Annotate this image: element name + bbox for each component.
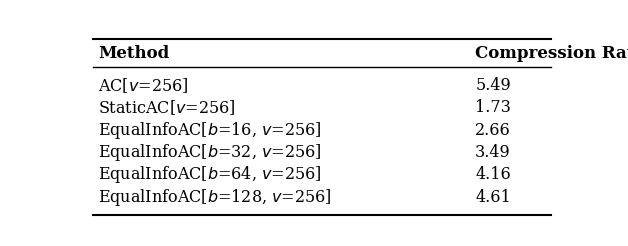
Text: 1.73: 1.73: [475, 99, 511, 116]
Text: StaticAC[$v$=256]: StaticAC[$v$=256]: [98, 98, 236, 117]
Text: AC[$v$=256]: AC[$v$=256]: [98, 76, 188, 95]
Text: 5.49: 5.49: [475, 77, 511, 94]
Text: EqualInfoAC[$b$=64, $v$=256]: EqualInfoAC[$b$=64, $v$=256]: [98, 164, 322, 185]
Text: Compression Ratio: Compression Ratio: [475, 45, 628, 62]
Text: 3.49: 3.49: [475, 144, 511, 161]
Text: 4.61: 4.61: [475, 189, 511, 206]
Text: EqualInfoAC[$b$=32, $v$=256]: EqualInfoAC[$b$=32, $v$=256]: [98, 142, 322, 163]
Text: EqualInfoAC[$b$=128, $v$=256]: EqualInfoAC[$b$=128, $v$=256]: [98, 187, 332, 208]
Text: 2.66: 2.66: [475, 122, 511, 138]
Text: 4.16: 4.16: [475, 166, 511, 183]
Text: EqualInfoAC[$b$=16, $v$=256]: EqualInfoAC[$b$=16, $v$=256]: [98, 120, 322, 141]
Text: Method: Method: [98, 45, 169, 62]
